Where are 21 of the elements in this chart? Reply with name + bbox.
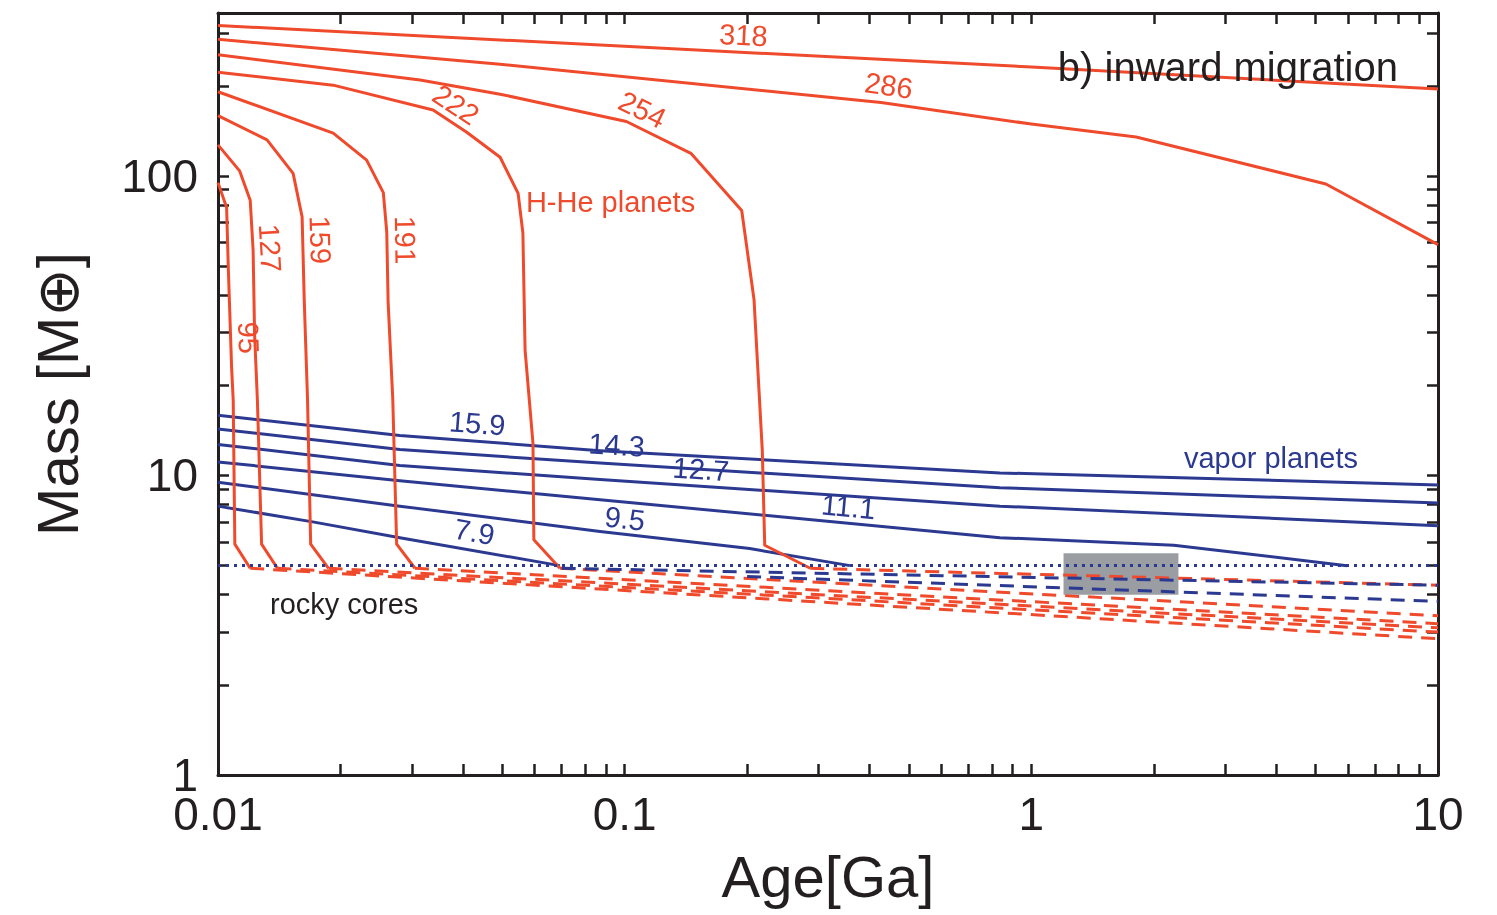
- y-axis-title: Mass [M⊕]: [24, 252, 90, 536]
- x-axis-title: Age[Ga]: [721, 843, 935, 909]
- annotation: 222: [427, 78, 485, 132]
- y-tick-label: 100: [121, 149, 198, 202]
- series-label: H-He planets: [525, 186, 696, 218]
- series-label: vapor planets: [1183, 441, 1358, 474]
- annotation: 7.9: [451, 512, 497, 552]
- annotation: 286: [862, 66, 915, 105]
- annotation: 9.5: [602, 500, 647, 537]
- annotation: 254: [613, 84, 672, 135]
- annotation: 191: [388, 215, 422, 265]
- x-tick-label: 10: [1412, 788, 1464, 840]
- x-tick-label: 1: [1018, 788, 1045, 840]
- annotation: 11.1: [820, 488, 878, 526]
- annotation: 15.9: [447, 405, 507, 442]
- annotation: 127: [252, 223, 288, 274]
- y-tick-label: 10: [146, 449, 198, 502]
- ref-line-label: rocky cores: [270, 587, 419, 620]
- annotation: 318: [718, 17, 769, 53]
- x-tick-label: 0.1: [592, 788, 657, 840]
- annotation: 159: [303, 215, 337, 265]
